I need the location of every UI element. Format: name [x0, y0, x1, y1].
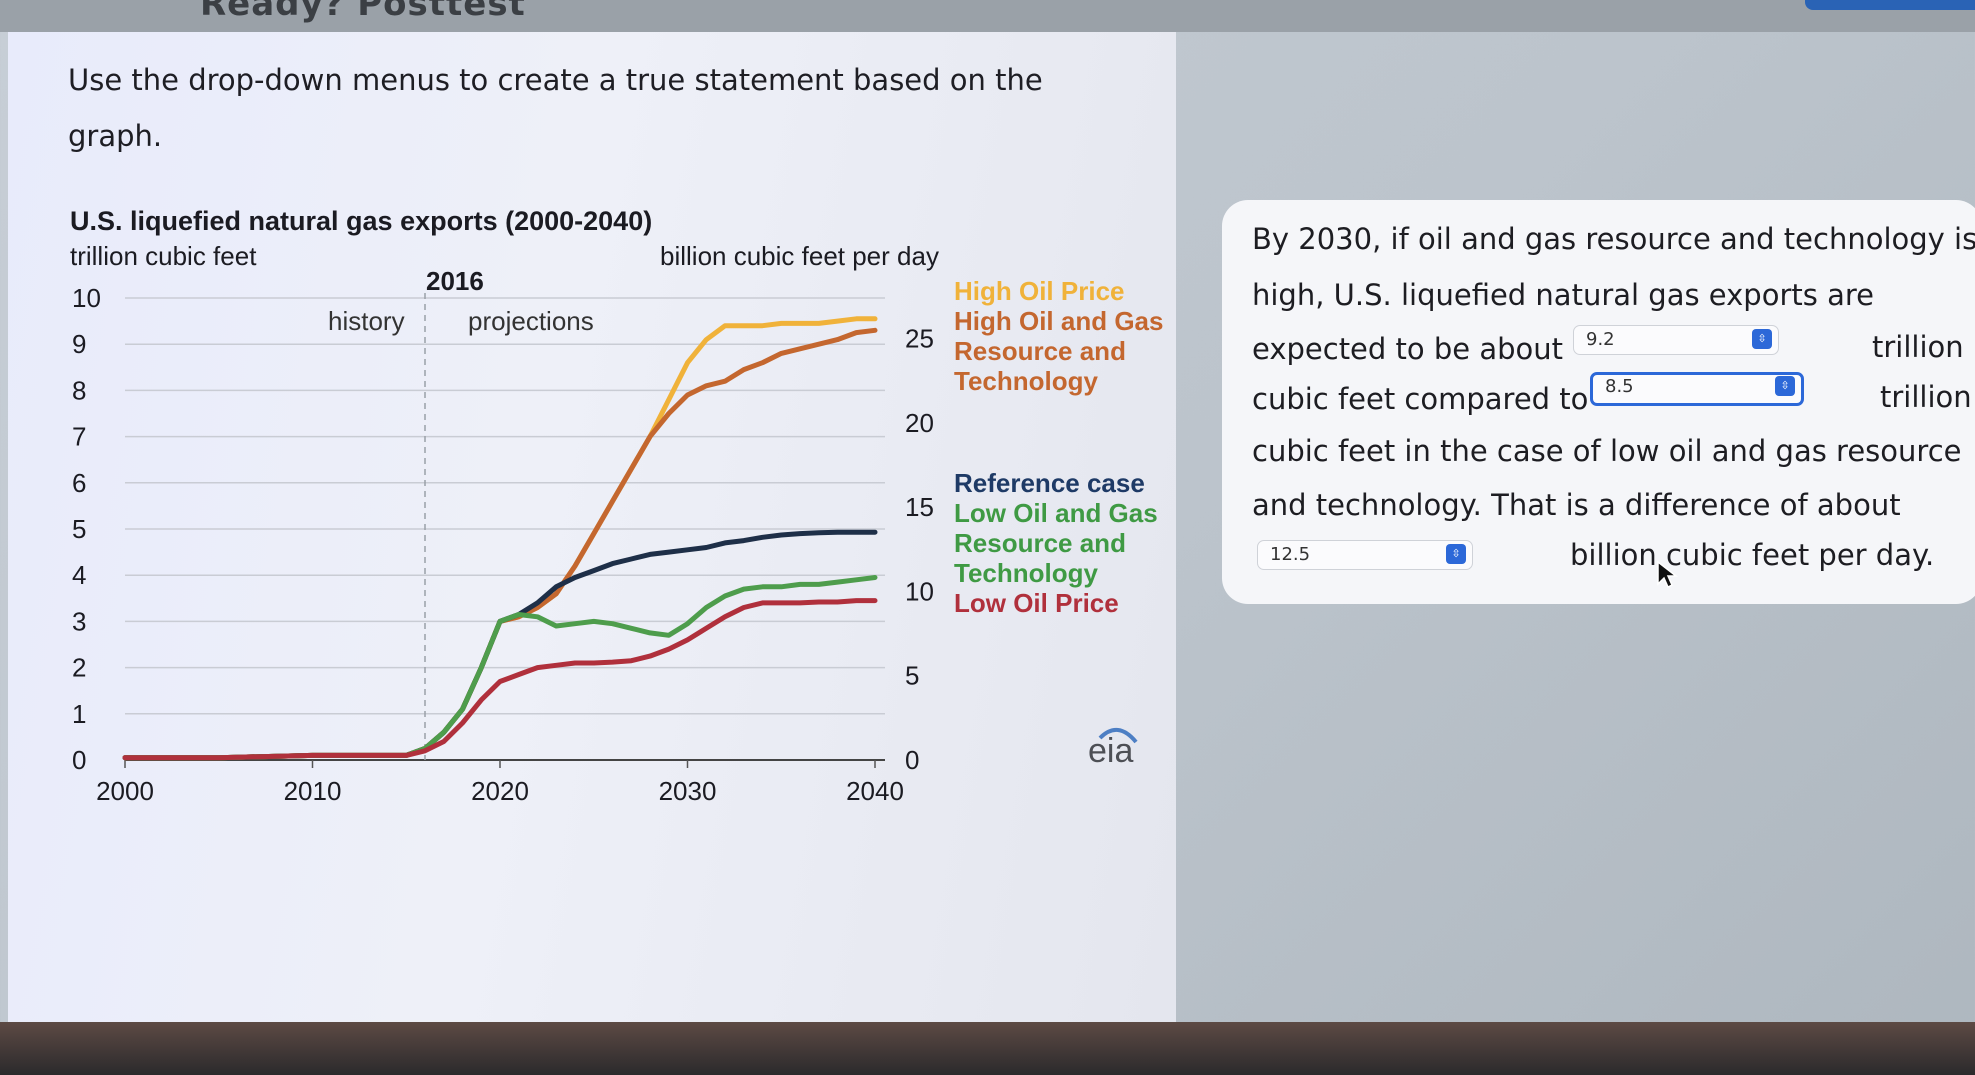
history-label: history: [328, 306, 405, 336]
y-left-tick-label: 9: [72, 329, 86, 359]
page-title: Ready? Posttest: [200, 0, 526, 24]
statement-line-4-end: trillion: [1880, 380, 1972, 414]
y-right-tick-label: 15: [905, 492, 934, 522]
series-line: [122, 575, 878, 761]
legend-label: Resource and: [954, 336, 1126, 366]
mouse-cursor-icon: [1657, 560, 1678, 589]
statement-line-2: high, U.S. liquefied natural gas exports…: [1252, 278, 1874, 312]
x-tick-label: 2010: [284, 776, 342, 806]
legend-label: Resource and: [954, 528, 1126, 558]
left-axis-label: trillion cubic feet: [70, 241, 257, 271]
y-left-tick-label: 0: [72, 745, 86, 775]
dropdown-difference-value: 12.5: [1270, 544, 1311, 565]
dropdown-high-case-value: 9.2: [1586, 329, 1615, 350]
x-tick-label: 2020: [471, 776, 529, 806]
top-bar: Ready? Posttest: [0, 0, 1975, 32]
series-line: [122, 598, 878, 761]
y-left-tick-label: 3: [72, 606, 86, 636]
chart-ticks: 0 1 2 3 4 5 6 7 8 9 10 0 5 10 15 20 25 2000 2010 2020 2030 20…: [72, 283, 934, 806]
y-right-tick-label: 10: [905, 576, 934, 606]
dropdown-low-case-value: 8.5: [1605, 376, 1634, 397]
chart-title: U.S. liquefied natural gas exports (2000…: [70, 206, 652, 236]
y-left-tick-label: 10: [72, 283, 101, 313]
y-right-tick-label: 0: [905, 745, 919, 775]
top-right-button[interactable]: [1805, 0, 1975, 10]
series-line: [122, 529, 878, 761]
dropdown-high-case[interactable]: 9.2 ⇳: [1573, 325, 1779, 355]
statement-line-1: By 2030, if oil and gas resource and tec…: [1252, 222, 1975, 256]
right-axis-label: billion cubic feet per day: [660, 241, 939, 271]
chevron-updown-icon[interactable]: ⇳: [1775, 376, 1795, 396]
y-left-tick-label: 1: [72, 699, 86, 729]
legend-label: High Oil and Gas: [954, 306, 1163, 336]
legend-label: Low Oil and Gas: [954, 498, 1158, 528]
y-right-tick-label: 20: [905, 408, 934, 438]
statement-line-5: cubic feet in the case of low oil and ga…: [1252, 434, 1962, 468]
legend-label: Technology: [954, 558, 1099, 588]
chart-series: [122, 316, 878, 761]
lng-exports-chart: U.S. liquefied natural gas exports (2000…: [70, 206, 1163, 806]
legend-label: Technology: [954, 366, 1099, 396]
instruction-text: Use the drop-down menus to create a true…: [68, 63, 1043, 153]
legend-label: Low Oil Price: [954, 588, 1119, 618]
legend-label: Reference case: [954, 468, 1145, 498]
legend-label: High Oil Price: [954, 276, 1125, 306]
projections-label: projections: [468, 306, 594, 336]
x-tick-label: 2040: [846, 776, 904, 806]
y-left-tick-label: 6: [72, 468, 86, 498]
y-right-tick-label: 5: [905, 661, 919, 691]
x-tick-label: 2030: [659, 776, 717, 806]
y-left-tick-label: 5: [72, 514, 86, 544]
x-tick-label: 2000: [96, 776, 154, 806]
divider-year-label: 2016: [426, 266, 484, 296]
dropdown-difference[interactable]: 12.5 ⇳: [1257, 540, 1473, 570]
y-right-tick-label: 25: [905, 323, 934, 353]
y-left-tick-label: 8: [72, 375, 86, 405]
series-line: [122, 327, 878, 761]
statement-line-3: expected to be about: [1252, 332, 1563, 366]
y-left-tick-label: 4: [72, 560, 86, 590]
eia-logo-arc: [1098, 728, 1138, 744]
statement-line-4: cubic feet compared to: [1252, 382, 1589, 416]
statement-line-7: billion cubic feet per day.: [1570, 538, 1935, 572]
chevron-updown-icon[interactable]: ⇳: [1752, 329, 1772, 349]
statement-line-6: and technology. That is a difference of …: [1252, 488, 1901, 522]
chevron-updown-icon[interactable]: ⇳: [1446, 544, 1466, 564]
question-panel: [8, 32, 1176, 1022]
eia-logo: eia: [1088, 732, 1133, 770]
chart-grid: [125, 293, 885, 761]
desk-edge: [0, 1022, 1975, 1075]
y-left-tick-label: 2: [72, 653, 86, 683]
y-left-tick-label: 7: [72, 422, 86, 452]
statement-line-3-end: trillion: [1872, 330, 1964, 364]
dropdown-low-case[interactable]: 8.5 ⇳: [1590, 372, 1804, 406]
